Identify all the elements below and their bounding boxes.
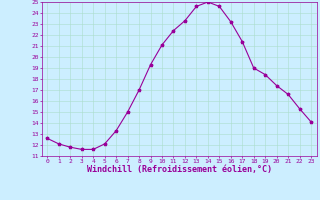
X-axis label: Windchill (Refroidissement éolien,°C): Windchill (Refroidissement éolien,°C) [87,165,272,174]
